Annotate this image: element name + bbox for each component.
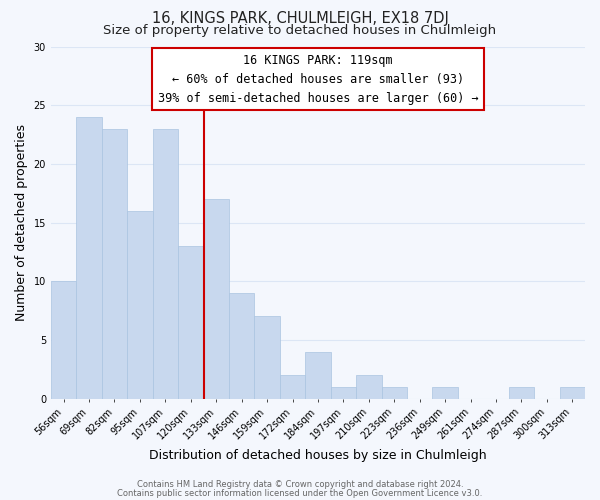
Bar xyxy=(102,128,127,398)
Bar xyxy=(560,387,585,398)
Bar xyxy=(509,387,534,398)
Bar xyxy=(280,375,305,398)
X-axis label: Distribution of detached houses by size in Chulmleigh: Distribution of detached houses by size … xyxy=(149,450,487,462)
Bar xyxy=(356,375,382,398)
Bar xyxy=(229,293,254,399)
Bar xyxy=(152,128,178,398)
Bar xyxy=(178,246,203,398)
Bar xyxy=(331,387,356,398)
Text: Contains public sector information licensed under the Open Government Licence v3: Contains public sector information licen… xyxy=(118,488,482,498)
Bar xyxy=(382,387,407,398)
Bar xyxy=(433,387,458,398)
Bar xyxy=(305,352,331,399)
Text: 16 KINGS PARK: 119sqm
← 60% of detached houses are smaller (93)
39% of semi-deta: 16 KINGS PARK: 119sqm ← 60% of detached … xyxy=(158,54,478,104)
Bar xyxy=(76,117,102,398)
Text: Contains HM Land Registry data © Crown copyright and database right 2024.: Contains HM Land Registry data © Crown c… xyxy=(137,480,463,489)
Bar xyxy=(51,281,76,398)
Bar xyxy=(254,316,280,398)
Bar xyxy=(203,199,229,398)
Y-axis label: Number of detached properties: Number of detached properties xyxy=(15,124,28,321)
Bar xyxy=(127,211,152,398)
Text: Size of property relative to detached houses in Chulmleigh: Size of property relative to detached ho… xyxy=(103,24,497,37)
Text: 16, KINGS PARK, CHULMLEIGH, EX18 7DJ: 16, KINGS PARK, CHULMLEIGH, EX18 7DJ xyxy=(152,11,448,26)
